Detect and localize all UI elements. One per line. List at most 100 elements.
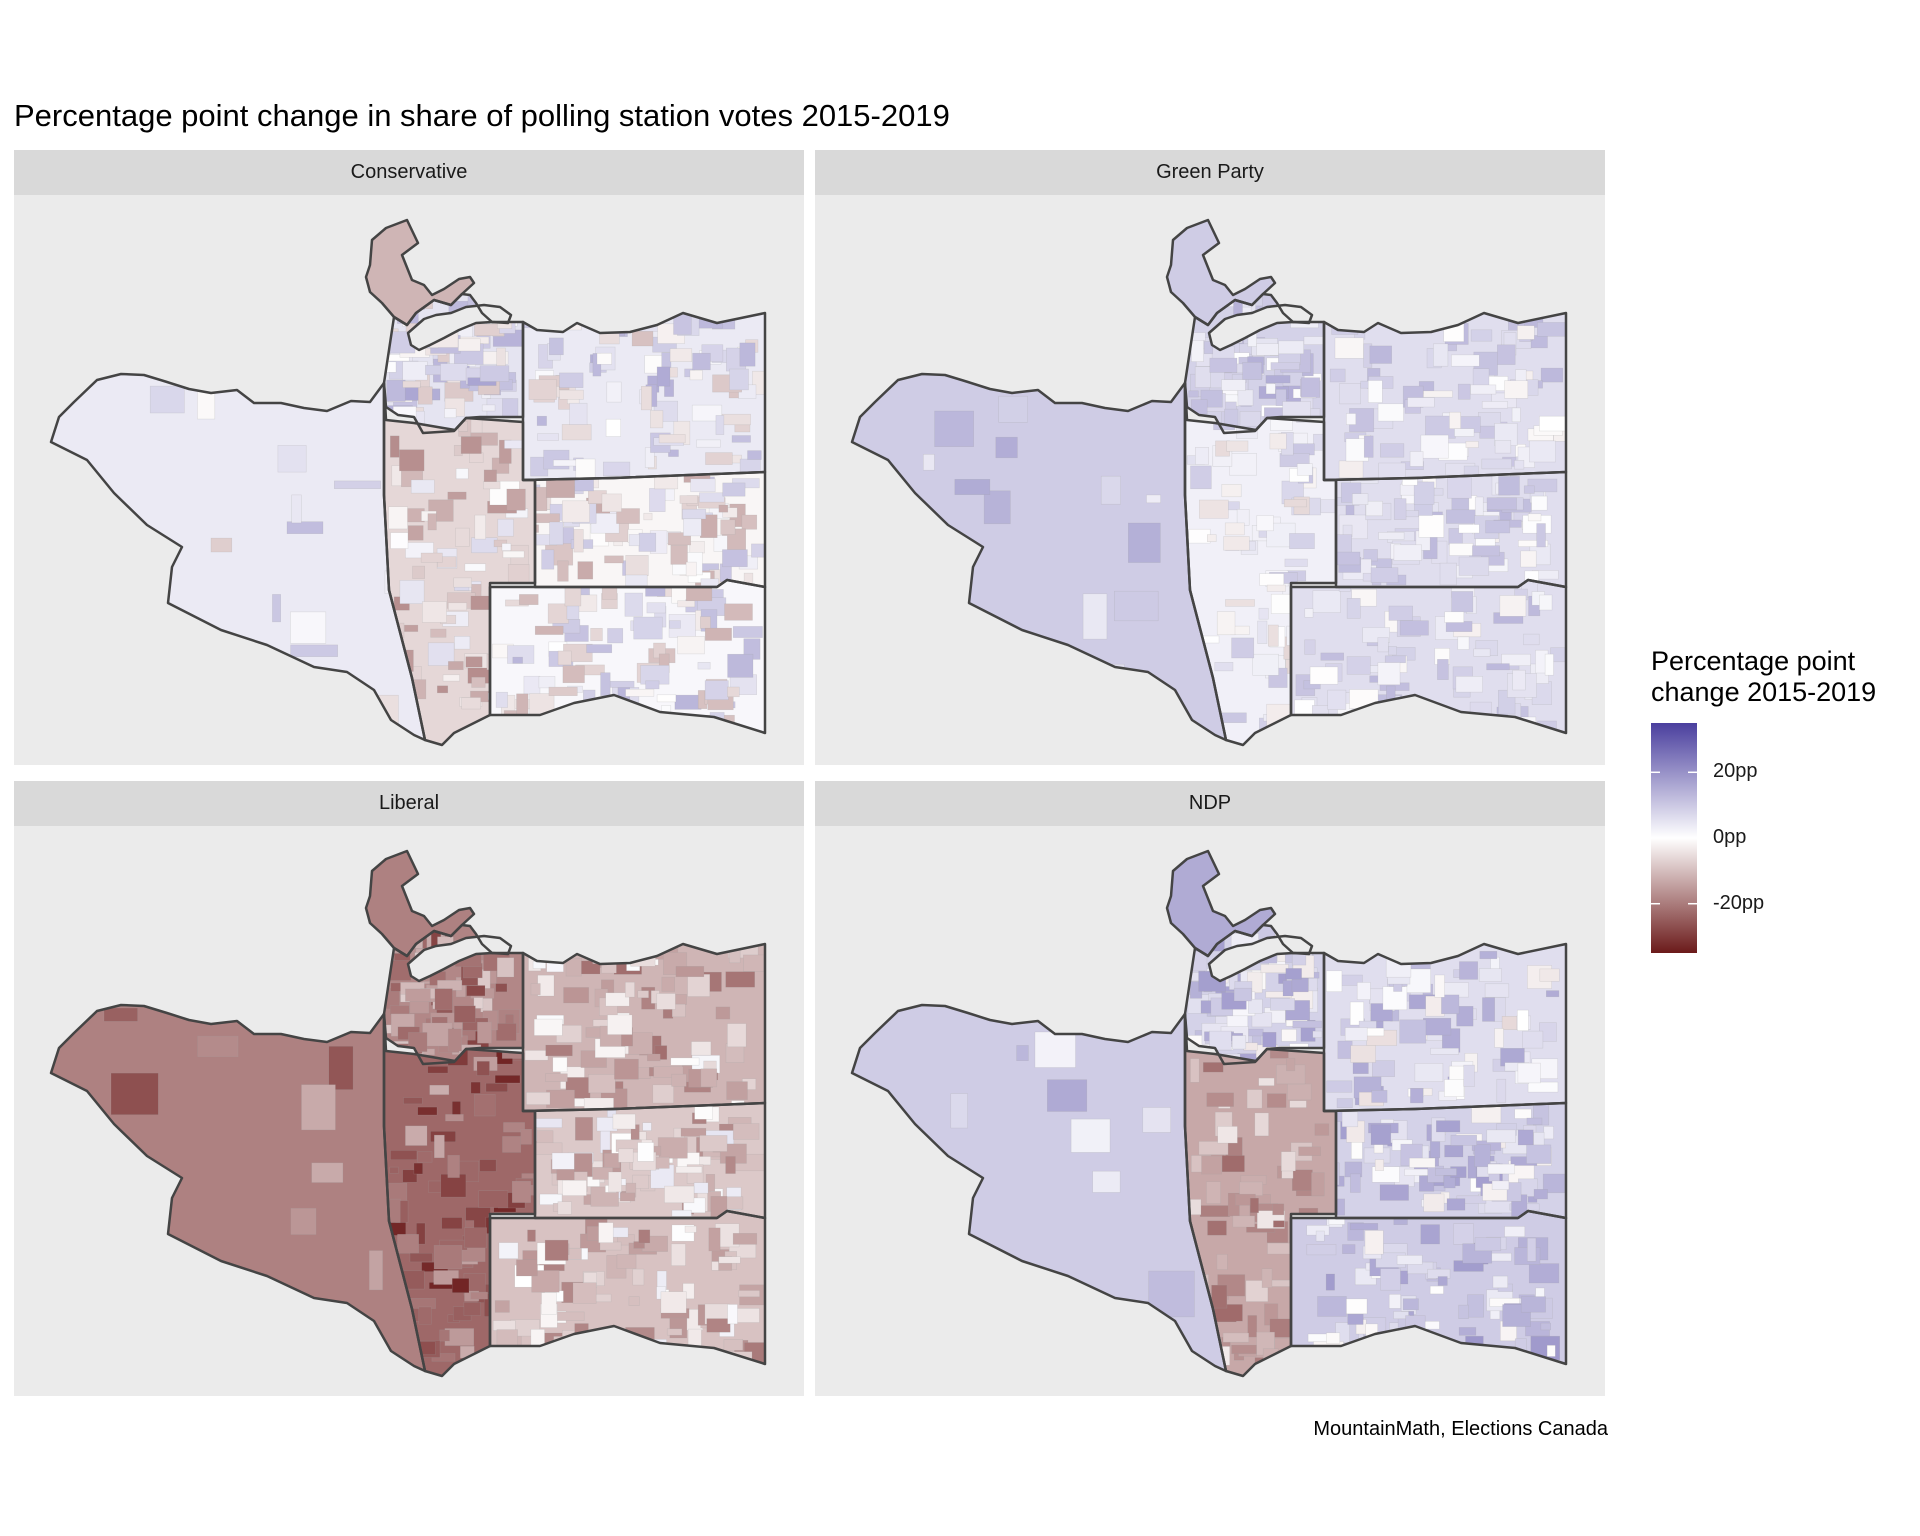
polling-area — [420, 552, 443, 563]
polling-area — [1396, 1255, 1423, 1265]
polling-area — [1207, 534, 1217, 542]
polling-area — [624, 592, 643, 617]
polling-area — [272, 594, 281, 623]
polling-area — [1517, 1062, 1541, 1084]
polling-area — [290, 611, 327, 644]
polling-area — [1446, 1198, 1466, 1211]
polling-area — [674, 694, 702, 710]
polling-area — [1304, 608, 1314, 618]
polling-area — [1269, 433, 1287, 450]
polling-area — [1497, 344, 1516, 365]
polling-area — [1427, 1355, 1457, 1363]
polling-area — [1287, 1083, 1312, 1101]
polling-area — [1439, 562, 1457, 586]
polling-area — [1420, 1224, 1440, 1245]
polling-area — [670, 544, 688, 565]
polling-area — [1369, 345, 1392, 364]
facet-label: Conservative — [350, 161, 468, 183]
polling-area — [557, 560, 569, 582]
polling-area — [679, 495, 698, 504]
polling-area — [1190, 465, 1212, 490]
riding-vancouver-centre-park — [366, 220, 474, 325]
polling-area — [448, 602, 467, 611]
polling-area — [628, 1296, 640, 1306]
polling-area — [1352, 1062, 1369, 1074]
polling-area — [403, 1097, 423, 1105]
polling-area — [508, 294, 523, 317]
polling-area — [534, 1118, 563, 1128]
polling-area — [1474, 1144, 1491, 1168]
polling-area — [1047, 1079, 1088, 1112]
polling-area — [409, 1252, 433, 1263]
polling-area — [1209, 357, 1238, 373]
polling-area — [1526, 1144, 1552, 1164]
polling-area — [1231, 1035, 1247, 1050]
polling-area — [210, 537, 233, 553]
polling-area — [1433, 343, 1449, 367]
polling-area — [599, 950, 630, 962]
polling-area — [947, 1262, 972, 1307]
polling-area — [497, 518, 514, 537]
riding-border — [1322, 942, 1568, 1113]
polling-area — [628, 534, 640, 547]
polling-area — [1437, 659, 1449, 680]
polling-area — [1317, 1296, 1347, 1317]
polling-area — [1458, 524, 1480, 534]
polling-area — [1272, 1203, 1285, 1216]
polling-area — [637, 990, 649, 999]
polling-area — [444, 408, 457, 419]
polling-area — [1446, 509, 1477, 524]
polling-area — [1338, 460, 1364, 479]
polling-area — [647, 1053, 661, 1062]
riding-vancouver-centre-park — [1167, 220, 1275, 325]
polling-area — [680, 1127, 707, 1137]
polling-area — [1345, 1298, 1368, 1315]
polling-area — [693, 1182, 709, 1194]
polling-area — [427, 1066, 449, 1074]
polling-area — [479, 1159, 497, 1172]
polling-area — [1326, 970, 1343, 992]
polling-area — [1447, 474, 1472, 499]
polling-area — [1258, 1077, 1275, 1086]
polling-area — [1307, 1356, 1328, 1371]
polling-area — [464, 1227, 487, 1249]
polling-area — [1537, 322, 1566, 337]
polling-area — [1527, 513, 1542, 522]
polling-area — [729, 945, 741, 964]
polling-area — [727, 686, 740, 698]
polling-area — [1491, 1180, 1510, 1190]
riding-border — [488, 1209, 767, 1366]
polling-area — [732, 1123, 760, 1140]
polling-area — [607, 680, 635, 688]
map-area — [815, 195, 1605, 765]
polling-area — [527, 1229, 536, 1242]
polling-area — [1465, 441, 1479, 448]
polling-area — [502, 1136, 521, 1153]
polling-area — [1539, 415, 1566, 432]
polling-area — [402, 361, 428, 381]
facet-label: Green Party — [1156, 161, 1264, 183]
polling-area — [1449, 543, 1474, 556]
polling-area — [1371, 1090, 1388, 1103]
polling-area — [1511, 407, 1521, 423]
polling-area — [1467, 1294, 1484, 1318]
polling-area — [496, 957, 515, 978]
polling-area — [1254, 1112, 1269, 1137]
polling-area — [1358, 1339, 1382, 1350]
riding-vancouver-kingsway — [1324, 1103, 1566, 1218]
polling-area — [1195, 447, 1209, 465]
polling-area — [437, 685, 449, 694]
polling-area — [1501, 653, 1531, 666]
polling-area — [455, 527, 470, 547]
polling-area — [1070, 1118, 1111, 1153]
polling-area — [536, 415, 547, 426]
polling-area — [1397, 703, 1418, 710]
polling-area — [503, 1122, 525, 1133]
polling-area — [115, 1229, 149, 1271]
polling-area — [1414, 1063, 1444, 1082]
polling-area — [1285, 968, 1302, 980]
polling-area — [625, 555, 649, 576]
polling-area — [633, 616, 663, 640]
polling-area — [1114, 590, 1159, 622]
polling-area — [1339, 714, 1359, 731]
